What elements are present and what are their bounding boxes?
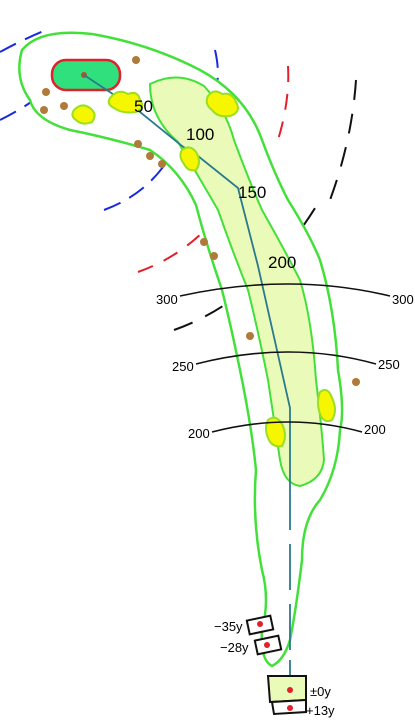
green-distance-50: 50 xyxy=(134,97,153,116)
arc-250 xyxy=(195,351,377,365)
tee-marker-icon xyxy=(257,621,263,627)
tee-distance-labels: 300 300 250 250 200 200 xyxy=(156,292,414,441)
tree-icon xyxy=(146,152,154,160)
tree-icon xyxy=(132,56,140,64)
center-line xyxy=(83,74,291,684)
tee-regular-label: ±0y xyxy=(310,684,331,699)
tee-championship-label: +13y xyxy=(306,703,335,718)
green-distance-150: 150 xyxy=(238,183,266,202)
arc-200-label-left: 200 xyxy=(188,426,210,441)
arc-250-label-right: 250 xyxy=(378,357,400,372)
bunker-icon xyxy=(205,90,239,118)
bunker-icon xyxy=(179,146,200,172)
tree-icon xyxy=(134,140,142,148)
arc-300 xyxy=(179,283,391,297)
tee-marker-icon xyxy=(287,705,293,711)
tee-marker-icon xyxy=(264,642,270,648)
tee-back-1-label: −28y xyxy=(220,640,249,655)
dashed-black-ring xyxy=(173,79,357,331)
tree-icon xyxy=(246,332,254,340)
arc-200 xyxy=(211,421,363,433)
tree-icon xyxy=(352,378,360,386)
green-distance-labels: 50 100 150 200 xyxy=(134,97,296,272)
bunker-icon xyxy=(71,104,96,125)
bunker-icon xyxy=(317,389,336,423)
tree-icon xyxy=(60,102,68,110)
arc-300-label-right: 300 xyxy=(392,292,414,307)
arc-200-label-right: 200 xyxy=(364,422,386,437)
arc-300-label-left: 300 xyxy=(156,292,178,307)
tee-regular-box xyxy=(266,675,307,704)
bunker-icon xyxy=(265,416,286,448)
tree-icon xyxy=(40,106,48,114)
green-distance-200: 200 xyxy=(268,253,296,272)
tree-icon xyxy=(210,252,218,260)
green-distance-100: 100 xyxy=(186,125,214,144)
tree-icon xyxy=(42,88,50,96)
tee-boxes: −35y −28y ±0y +13y xyxy=(214,614,335,718)
trees xyxy=(40,56,360,386)
tee-back-2-label: −35y xyxy=(214,619,243,634)
rough-outline xyxy=(18,31,344,668)
bunker-icon xyxy=(107,90,144,114)
tee-distance-arcs xyxy=(179,283,391,433)
fairway xyxy=(148,76,326,488)
bunkers xyxy=(71,90,336,448)
tree-icon xyxy=(158,160,166,168)
tree-icon xyxy=(200,238,208,246)
tee-marker-icon xyxy=(287,687,293,693)
arc-250-label-left: 250 xyxy=(172,359,194,374)
